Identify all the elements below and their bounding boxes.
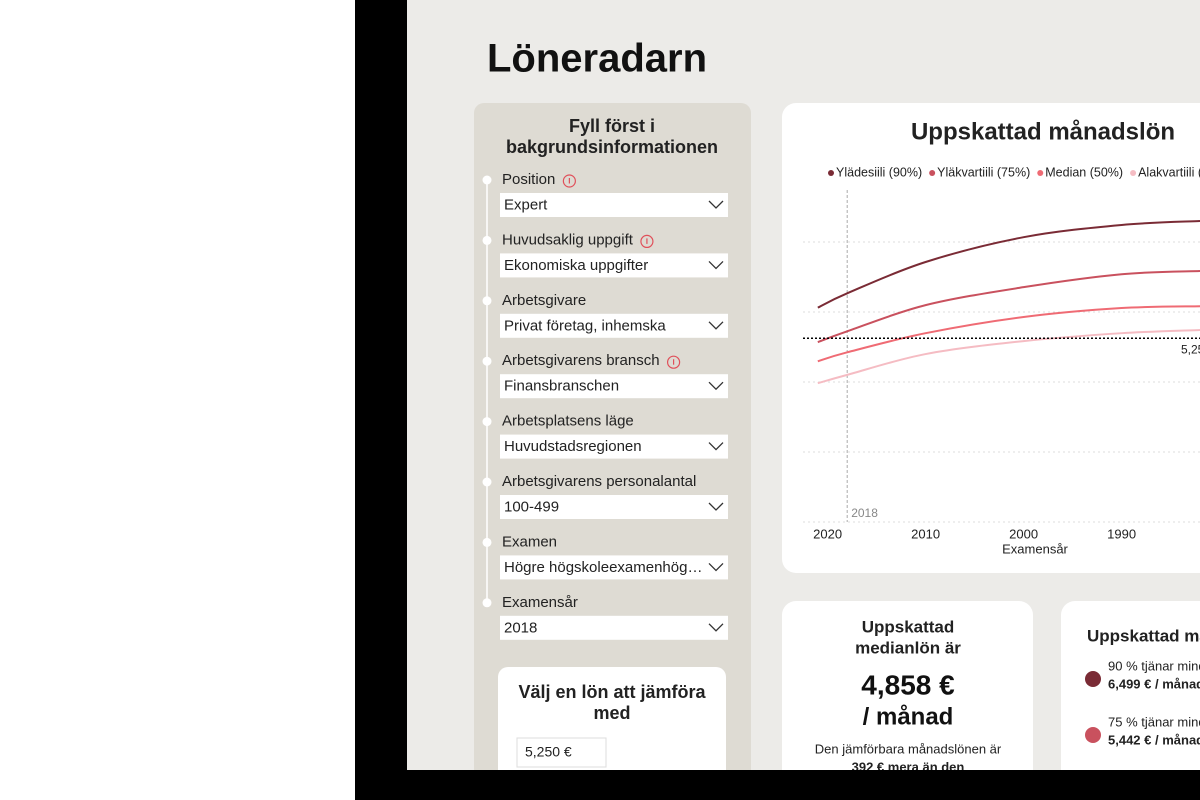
x-tick-label: 2020 [813, 526, 842, 541]
timeline-dot [482, 417, 492, 427]
select-chevron [708, 502, 724, 511]
select-box[interactable] [500, 434, 728, 459]
compare-heading: Välj en lön att jämföra [518, 682, 706, 702]
plot: 2018 5,250 € [803, 190, 1200, 523]
timeline-dot [482, 175, 492, 185]
series-line [817, 328, 1200, 385]
x-axis-title: Examensår [1002, 541, 1068, 556]
field-label: Huvudsaklig uppgift [502, 231, 634, 248]
median-unit: / månad [863, 703, 954, 730]
select-chevron [708, 260, 724, 270]
info-icon[interactable] [562, 174, 576, 188]
select-box[interactable] [500, 193, 728, 217]
legend-marker [929, 170, 936, 176]
form-heading: bakgrundsinformationen [506, 137, 718, 157]
median-note: Den jämförbara månadslönen är [815, 741, 1002, 756]
median-heading: medianlön är [855, 638, 961, 657]
field-label: Arbetsgivare [502, 292, 586, 309]
chart-title: Uppskattad månadslön [911, 118, 1175, 145]
distribution-amount: 6,499 € / månad [1108, 676, 1200, 691]
form-fields: Position Expert Huvudsaklig uppgift Ekonomi… [482, 171, 728, 640]
series-line [817, 305, 1200, 363]
field-label: Arbetsgivarens personalantal [502, 473, 696, 490]
field-label: Position [502, 171, 555, 188]
select-box[interactable] [500, 615, 728, 640]
chart: Uppskattad månadslön Ylädesiili (90%) Yläk… [803, 118, 1200, 556]
legend-label: Alakvartiili (25%) [1138, 165, 1200, 179]
select-chevron [708, 381, 724, 391]
field-label: Arbetsgivarens bransch [502, 352, 660, 369]
field-label: Examen [502, 533, 557, 550]
series-line [817, 220, 1200, 309]
select-box[interactable] [500, 313, 728, 338]
median-amount: 4,858 € [861, 669, 955, 700]
x-tick-label: 2000 [1009, 526, 1038, 541]
timeline-dot [482, 537, 492, 547]
select-box[interactable] [500, 555, 728, 580]
timeline-dot [482, 235, 492, 245]
distribution-items: 90 % tjänar mindre än 6,499 € / månad 75 %… [1085, 658, 1200, 747]
distribution-dot [1085, 727, 1101, 743]
select-value[interactable]: Privat företag, inhemska [504, 317, 666, 334]
x-tick-label: 1990 [1107, 526, 1136, 541]
form-heading: Fyll först i [569, 116, 655, 136]
select-value[interactable]: Finansbranschen [504, 378, 619, 395]
select-value[interactable]: Huvudstadsregionen [504, 438, 642, 455]
median-note: 392 € mera än den [852, 759, 965, 774]
median-card [782, 601, 1033, 770]
salary-input[interactable] [516, 737, 607, 768]
select-value[interactable]: Expert [504, 196, 548, 213]
select-value[interactable]: 2018 [504, 619, 537, 636]
legend-label: Yläkvartiili (75%) [937, 165, 1030, 179]
legend-label: Ylädesiili (90%) [836, 165, 922, 179]
select-value[interactable]: Ekonomiska uppgifter [504, 257, 648, 274]
salary-input-text[interactable]: 5,250 € [525, 744, 572, 760]
median-heading: Uppskattad [862, 617, 955, 636]
timeline-dot [482, 356, 492, 366]
distribution-heading: Uppskattad månadslön [1087, 626, 1200, 645]
select-value[interactable]: 100-499 [504, 498, 559, 515]
select-chevron [708, 623, 724, 632]
field-label: Examensår [502, 594, 578, 611]
legend-label: Median (50%) [1045, 165, 1123, 179]
select-chevron [708, 200, 724, 209]
select-box[interactable] [500, 495, 728, 519]
series-line [817, 269, 1200, 344]
select-box[interactable] [500, 253, 728, 278]
reference-label: 5,250 € [1181, 342, 1200, 356]
distribution-dot [1085, 671, 1101, 687]
legend-marker [1130, 170, 1137, 176]
year-marker-label: 2018 [851, 506, 878, 520]
legend-marker [828, 170, 834, 176]
app-title: Löneradarn [487, 37, 707, 81]
select-chevron [708, 562, 724, 572]
timeline-dot [482, 296, 492, 306]
x-tick-label: 2010 [911, 526, 940, 541]
select-value[interactable]: Högre högskoleexamenhög… [504, 559, 702, 576]
select-chevron [708, 321, 724, 330]
screen: Löneradarn Fyll först i bakgrundsinforma… [407, 0, 1200, 774]
select-box[interactable] [500, 374, 728, 399]
legend-marker [1037, 170, 1044, 176]
distribution-amount: 5,442 € / månad [1108, 732, 1200, 747]
compare-heading: med [593, 703, 630, 723]
info-icon[interactable] [640, 234, 654, 248]
timeline-dot [482, 477, 492, 487]
distribution-text: 90 % tjänar mindre än [1108, 658, 1200, 673]
field-label: Arbetsplatsens läge [502, 413, 634, 430]
distribution-text: 75 % tjänar mindre än [1108, 714, 1200, 729]
timeline-dot [482, 598, 492, 608]
info-icon[interactable] [666, 355, 681, 369]
select-chevron [708, 442, 724, 451]
